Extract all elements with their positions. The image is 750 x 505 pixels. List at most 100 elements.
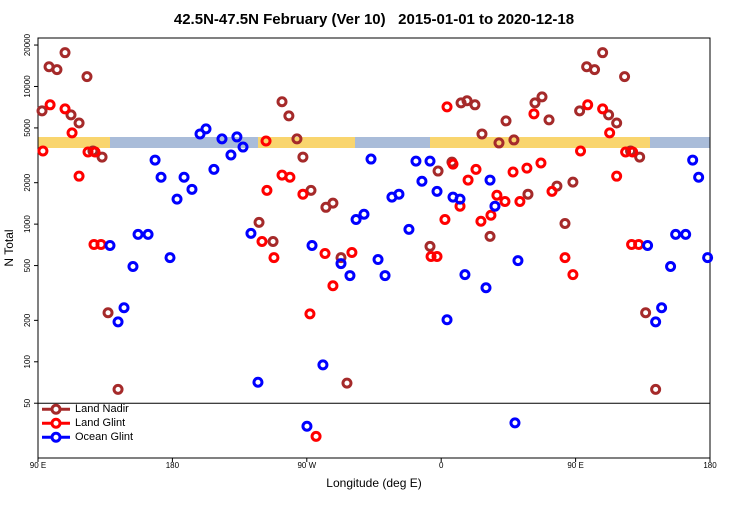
point [341, 377, 353, 389]
x-tick-label: 90 E [30, 461, 46, 470]
point [499, 196, 511, 208]
point [36, 105, 48, 117]
point [231, 131, 243, 143]
point [268, 252, 280, 264]
y-tick-label: 100 [23, 355, 32, 369]
x-tick-label: 90 W [297, 461, 316, 470]
point [112, 383, 124, 395]
point [297, 151, 309, 163]
point [37, 145, 49, 157]
land-sea-strip [38, 137, 710, 148]
point [81, 71, 93, 83]
y-axis-title: N Total [2, 229, 16, 266]
point [642, 239, 654, 251]
point [261, 184, 273, 196]
point [493, 137, 505, 149]
point [327, 280, 339, 292]
point [512, 255, 524, 267]
point [89, 146, 101, 158]
point [304, 308, 316, 320]
point [640, 307, 652, 319]
x-tick-label: 180 [166, 461, 180, 470]
sea-strip [650, 137, 710, 148]
sea-strip [355, 137, 430, 148]
y-tick-label: 50 [23, 398, 32, 407]
point [559, 218, 571, 230]
series [104, 123, 714, 432]
point [73, 170, 85, 182]
point [319, 247, 331, 259]
point [310, 430, 322, 442]
point [476, 128, 488, 140]
point [260, 135, 272, 147]
point [284, 171, 296, 183]
point [475, 215, 487, 227]
point [567, 269, 579, 281]
series [36, 47, 662, 395]
sea-strip [110, 137, 258, 148]
point [178, 171, 190, 183]
land-strip [430, 137, 650, 148]
point [508, 134, 520, 146]
y-tick-label: 1000 [23, 215, 32, 233]
point [301, 420, 313, 432]
point [96, 151, 108, 163]
point [546, 185, 558, 197]
x-tick-label: 90 E [567, 461, 583, 470]
point [59, 47, 71, 59]
point [589, 64, 601, 76]
point [253, 216, 265, 228]
point [132, 228, 144, 240]
point [680, 228, 692, 240]
point [358, 208, 370, 220]
point [500, 115, 512, 127]
point [535, 157, 547, 169]
point [335, 258, 347, 270]
y-tick-label: 20000 [23, 33, 32, 56]
point [603, 109, 615, 121]
point [514, 196, 526, 208]
point [200, 123, 212, 135]
point [447, 158, 459, 170]
x-tick-label: 180 [703, 461, 717, 470]
point [225, 149, 237, 161]
point [372, 254, 384, 266]
point [350, 214, 362, 226]
y-tick-label: 200 [23, 313, 32, 327]
point [597, 47, 609, 59]
point [687, 154, 699, 166]
y-tick-label: 10000 [23, 75, 32, 98]
point [431, 250, 443, 262]
point [611, 117, 623, 129]
point [484, 174, 496, 186]
point [521, 162, 533, 174]
point [317, 359, 329, 371]
legend: Land Nadir Land Glint Ocean Glint [42, 403, 133, 443]
point [365, 153, 377, 165]
legend-label: Land Glint [75, 417, 125, 429]
series [37, 99, 645, 442]
point [252, 376, 264, 388]
point [424, 155, 436, 167]
point [393, 188, 405, 200]
point [619, 71, 631, 83]
legend-label: Ocean Glint [75, 431, 133, 443]
point [665, 261, 677, 273]
point [149, 154, 161, 166]
point [51, 64, 63, 76]
point [441, 314, 453, 326]
point [459, 269, 471, 281]
land-strip [258, 137, 355, 148]
point [424, 240, 436, 252]
point [528, 108, 540, 120]
point [522, 188, 534, 200]
point [509, 417, 521, 429]
point [306, 239, 318, 251]
point [164, 252, 176, 264]
point [171, 193, 183, 205]
point [604, 127, 616, 139]
point [66, 127, 78, 139]
point [65, 109, 77, 121]
x-tick-label: 0 [439, 461, 444, 470]
